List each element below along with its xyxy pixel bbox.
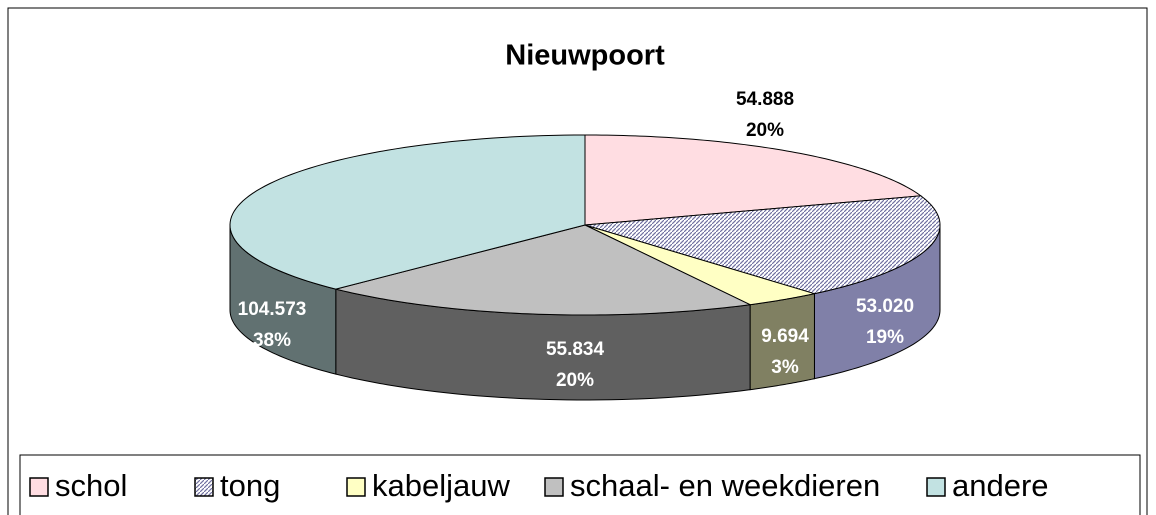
percent-label: 38% (253, 330, 291, 351)
legend-swatch (544, 477, 564, 497)
percent-label: 19% (866, 327, 904, 348)
pie-slice (584, 224, 815, 306)
legend-swatch (194, 477, 214, 497)
pie-slice (584, 195, 941, 295)
pie-slice (584, 134, 923, 226)
legend-swatch (346, 477, 366, 497)
percent-label: 3% (771, 357, 799, 378)
legend-label: schol (55, 468, 127, 503)
chart-title: Nieuwpoort (505, 40, 665, 72)
percent-label: 20% (556, 370, 594, 391)
percent-label: 20% (746, 120, 784, 141)
legend-swatch (926, 477, 946, 497)
legend-label: tong (220, 468, 280, 503)
pie-slice (335, 224, 752, 316)
legend-swatch (29, 477, 49, 497)
data-label: 104.573 (238, 299, 307, 320)
legend-label: schaal- en weekdieren (570, 468, 880, 503)
data-label: 9.694 (761, 326, 809, 347)
legend-label: andere (952, 468, 1049, 503)
data-label: 53.020 (856, 296, 914, 317)
data-label: 54.888 (736, 89, 794, 110)
pie-slice (229, 134, 586, 290)
legend-label: kabeljauw (372, 468, 510, 503)
data-label: 55.834 (546, 339, 605, 360)
